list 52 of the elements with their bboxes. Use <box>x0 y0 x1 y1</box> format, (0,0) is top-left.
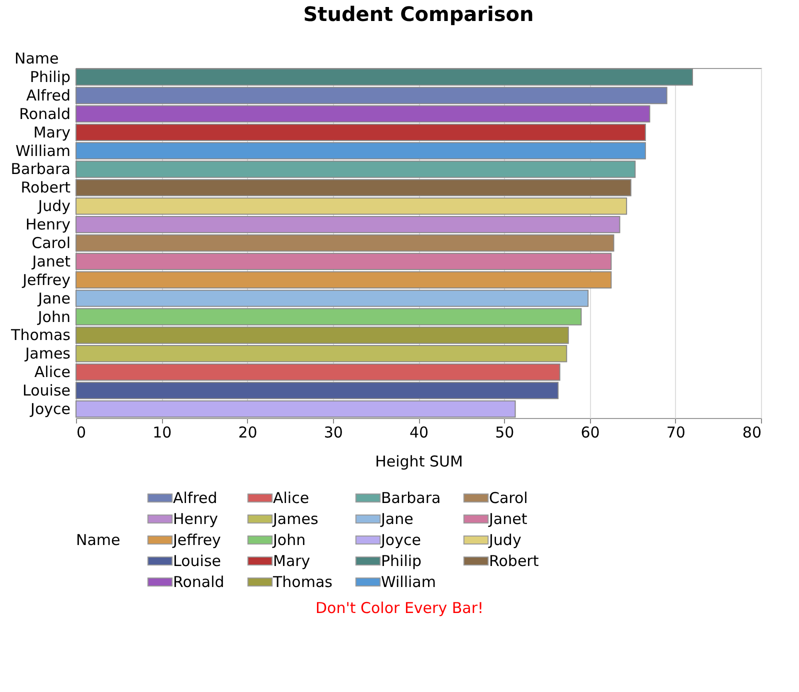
legend-label: Jane <box>380 510 414 528</box>
chart-title: Student Comparison <box>303 2 534 26</box>
x-tick-label: 20 <box>238 424 258 442</box>
y-tick-label: John <box>36 308 70 326</box>
x-axis-title: Height SUM <box>375 452 463 470</box>
text: Don't Color Every Bar! <box>314 599 484 617</box>
legend-label: Alice <box>273 489 310 507</box>
y-tick-label: Alfred <box>26 86 70 104</box>
legend-label: Janet <box>488 510 528 528</box>
y-tick-label: Carol <box>32 234 70 252</box>
legend-label: John <box>272 531 306 549</box>
x-tick-label: 70 <box>666 424 686 442</box>
x-tick-label: 0 <box>76 424 86 442</box>
y-tick-label: Jane <box>37 289 70 308</box>
y-tick-label: Ronald <box>19 104 70 123</box>
y-tick-label: Thomas <box>10 326 71 344</box>
x-tick-label: 80 <box>742 424 762 442</box>
legend-label: Ronald <box>173 573 224 591</box>
x-tick-label: 60 <box>580 424 600 442</box>
x-tick-label: 50 <box>495 424 514 442</box>
y-tick-label: Judy <box>37 197 71 216</box>
legend-label: Joyce <box>380 531 421 549</box>
y-tick-label: William <box>16 142 70 160</box>
legend-label: Philip <box>381 552 422 570</box>
legend-label: Barbara <box>381 489 441 507</box>
legend-label: Jeffrey <box>172 531 222 549</box>
y-tick-label: James <box>24 344 71 363</box>
legend-label: Mary <box>273 552 310 570</box>
y-tick-label: Philip <box>30 68 70 86</box>
y-axis-title: Name <box>14 50 59 68</box>
legend-label: Judy <box>488 531 522 549</box>
y-tick-label: Mary <box>33 123 71 142</box>
y-tick-label: Louise <box>22 382 70 400</box>
y-tick-label: Joyce <box>30 400 70 418</box>
y-tick-label: Henry <box>25 216 71 234</box>
y-tick-label: Alice <box>34 363 70 382</box>
legend-label: Carol <box>489 489 528 507</box>
y-tick-label: Robert <box>20 178 71 197</box>
legend-label: Robert <box>489 552 539 570</box>
y-tick-label: Barbara <box>10 160 70 178</box>
x-tick-label: 10 <box>152 424 172 442</box>
legend-label: Thomas <box>272 573 333 591</box>
y-tick-label: Jeffrey <box>22 270 71 289</box>
legend-label: Louise <box>173 552 221 570</box>
x-tick-label: 40 <box>409 424 429 442</box>
legend-label: William <box>381 573 436 591</box>
x-tick-label: 30 <box>324 424 343 442</box>
legend-label: James <box>272 510 318 528</box>
legend-title: Name <box>76 531 120 549</box>
y-tick-label: Janet <box>31 252 71 270</box>
legend-label: Henry <box>173 510 218 528</box>
legend-label: Alfred <box>173 489 218 507</box>
